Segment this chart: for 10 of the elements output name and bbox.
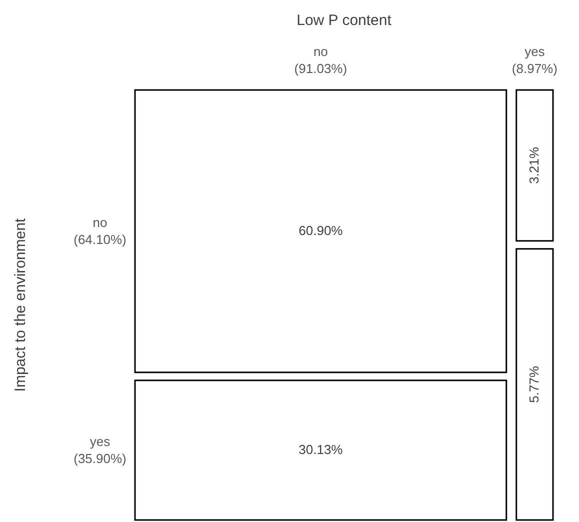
- data-label: 3.21%: [526, 146, 542, 184]
- data-label: 60.90%: [298, 223, 344, 238]
- series-label: yes (35.90%): [74, 434, 126, 466]
- data-label: 5.77%: [526, 366, 542, 403]
- text: Low P content: [296, 12, 392, 29]
- category-label: yes (8.97%): [512, 44, 558, 76]
- data-label: 30.13%: [298, 442, 344, 458]
- series-label: no (64.10%): [74, 215, 126, 248]
- category-label: no (91.03%): [294, 44, 348, 76]
- text: Impact to the environment: [12, 217, 29, 392]
